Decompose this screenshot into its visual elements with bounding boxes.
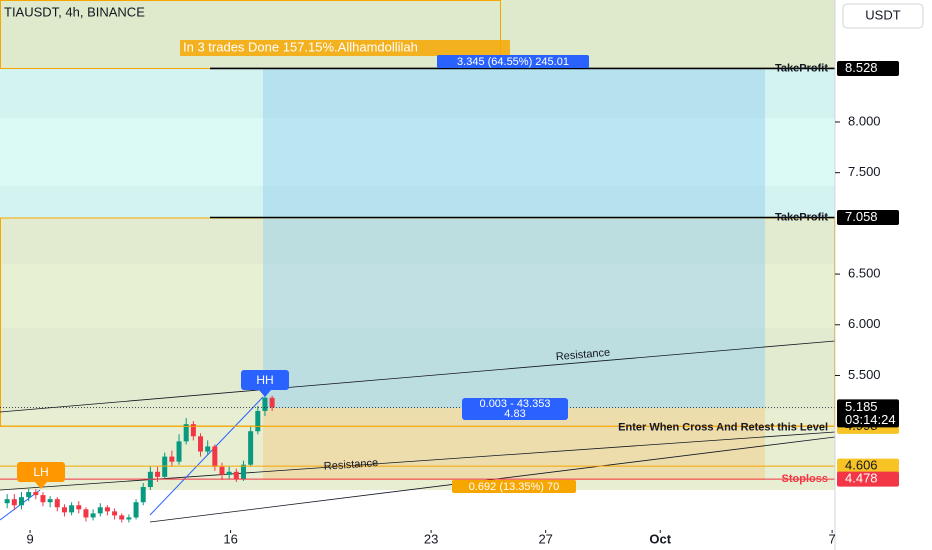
trend-line: [0, 431, 836, 491]
y-tick-label: 6.500: [848, 266, 881, 281]
trend-label: Resistance: [323, 457, 378, 473]
measure-label: 0.003 - 43.353: [480, 398, 551, 410]
zone: [0, 0, 835, 68]
candle-body: [40, 495, 46, 503]
candle-body: [190, 424, 196, 437]
candle-body: [4, 499, 10, 504]
candle-body: [119, 515, 125, 520]
price-axis: [835, 0, 932, 550]
y-tick-label: 7.500: [848, 164, 881, 179]
candle-body: [69, 505, 75, 513]
lh-pointer: [35, 482, 47, 489]
hh-pointer: [259, 390, 271, 397]
candle-body: [26, 492, 32, 498]
level-box: [837, 471, 899, 487]
candle-body: [219, 466, 225, 475]
candle-body: [212, 446, 218, 467]
lh-label: LH: [33, 465, 48, 479]
candle-body: [133, 502, 139, 518]
level-name: TakeProfit: [775, 62, 828, 74]
zone: [0, 490, 835, 530]
candle-body: [33, 492, 39, 496]
level-box: [837, 60, 899, 76]
hh-label: HH: [256, 373, 273, 387]
measure-label: 0.692 (13.35%) 70: [469, 481, 560, 493]
measure-bg: [462, 398, 568, 420]
lh-bg: [17, 462, 65, 482]
unit-button[interactable]: [842, 3, 924, 29]
candle-body: [11, 499, 17, 506]
measure-bg: [452, 480, 576, 493]
x-tick-label: 16: [223, 531, 237, 546]
y-tick-label: 6.000: [848, 316, 881, 331]
candle-body: [76, 505, 82, 510]
candle-body: [255, 410, 261, 432]
x-tick-label: 23: [424, 531, 438, 546]
profit-box: [263, 68, 765, 408]
level-name: Enter When Cross And Retest this Level: [618, 421, 828, 433]
x-tick-label: 7: [829, 531, 836, 546]
swing-line: [149, 396, 264, 516]
level-value: 7.058: [845, 209, 878, 224]
candle-body: [205, 446, 211, 452]
unit-label: USDT: [865, 7, 900, 22]
candle-body: [162, 456, 168, 477]
y-tick-label: 8.000: [848, 113, 881, 128]
candle-body: [226, 471, 232, 475]
time-axis: [0, 530, 835, 550]
price-box: [837, 399, 899, 428]
candle-body: [240, 464, 246, 479]
level-value: 4.606: [845, 458, 878, 473]
candle-body: [198, 436, 204, 452]
trend-label: Resistance: [555, 347, 610, 364]
candle-body: [61, 507, 67, 513]
level-value: 4.478: [845, 471, 878, 486]
candle-body: [176, 441, 182, 462]
price-value: 5.185: [845, 399, 878, 414]
candle-body: [155, 471, 161, 477]
measure-label: 3.345 (64.55%) 245.01: [457, 56, 569, 68]
candle-body: [104, 507, 110, 512]
x-tick-label: Oct: [649, 531, 671, 546]
candle-body: [269, 397, 275, 408]
y-tick-label: 5.500: [848, 367, 881, 382]
candle-body: [233, 471, 239, 479]
hh-bg: [241, 370, 289, 390]
measure-label: 4.83: [504, 408, 525, 420]
banner: In 3 trades Done 157.15%.Allhamdollilah: [183, 39, 418, 54]
level-name: TakeProfit: [775, 211, 828, 223]
level-value: 8.528: [845, 60, 878, 75]
candle-body: [112, 511, 118, 516]
candle-body: [90, 513, 96, 518]
candle-body: [262, 397, 268, 411]
level-name: Stoploss: [782, 473, 828, 485]
candle-body: [169, 456, 175, 462]
candle-body: [126, 517, 132, 520]
candle-body: [140, 487, 146, 503]
candle-body: [18, 497, 24, 506]
trend-line: [0, 340, 836, 413]
countdown: 03:14:24: [845, 412, 896, 427]
candle-body: [54, 499, 60, 508]
chart-title: TIAUSDT, 4h, BINANCE: [4, 4, 145, 19]
candle-body: [83, 509, 89, 518]
candle-body: [47, 499, 53, 503]
banner-bg: [180, 40, 510, 56]
x-tick-label: 9: [26, 531, 33, 546]
candle-body: [248, 431, 254, 465]
level-box: [837, 458, 899, 474]
x-tick-label: 27: [538, 531, 552, 546]
candle-body: [97, 507, 103, 514]
level-box: [837, 209, 899, 225]
measure-bg: [437, 55, 589, 68]
candle-body: [183, 424, 189, 442]
